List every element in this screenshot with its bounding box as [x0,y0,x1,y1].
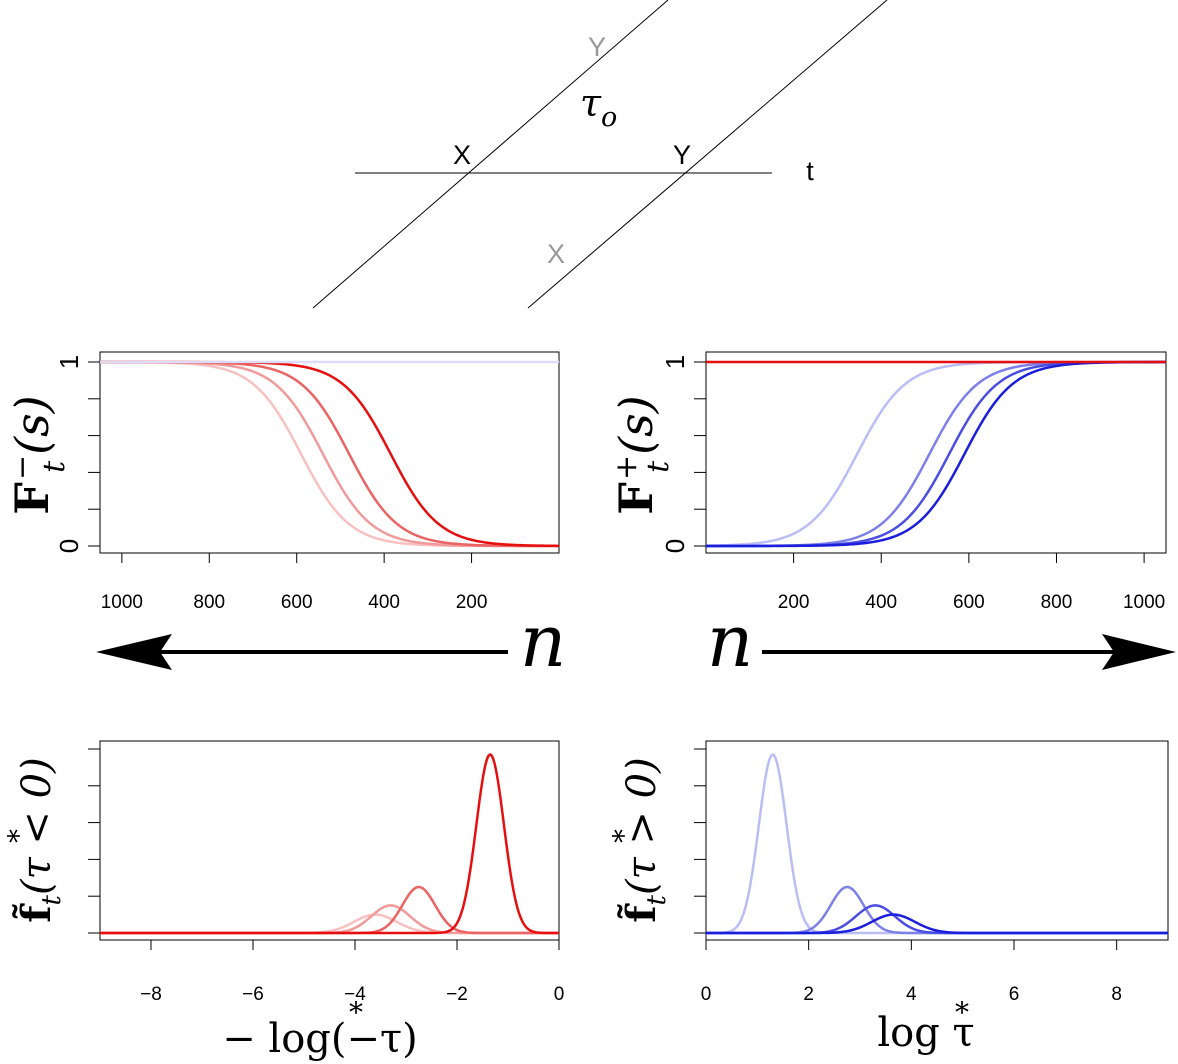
series-line-2 [100,885,559,935]
svg-text:*: * [2,829,35,843]
xlabel-density-positive: log τ * [877,996,974,1056]
series-line-1 [706,360,1166,548]
x-tick-label: −4 [344,984,366,1005]
svg-text:− log(−τ): − log(−τ) [222,1016,418,1062]
y-tick-label: 0 [660,539,690,553]
plot-frame [705,351,1167,554]
svg-text:*: * [607,829,640,843]
x-tick-label: 4 [906,984,917,1005]
series-line-1 [100,360,559,548]
svg-text:*: * [349,996,363,1029]
arrow-right-label: n [707,599,753,683]
x-tick-label: 1000 [1123,592,1165,613]
svg-text:f̃t(τ < 0): f̃t(τ < 0) [13,757,67,922]
x-tick-label: 8 [1111,984,1122,1005]
y-tick-label: 0 [54,539,84,553]
series-line-0 [100,913,559,935]
label-tau-o: τo [580,81,617,133]
series-line-2 [706,360,1166,548]
xlabel-density-negative: − log(−τ) * [222,996,418,1062]
x-tick-label: 6 [1009,984,1020,1005]
x-tick-label: −6 [242,984,264,1005]
y-tick-label: 1 [54,355,84,369]
x-tick-label: 800 [1041,592,1073,613]
series-line-3 [706,360,1167,548]
series-line-3 [100,360,560,548]
label-x-lower: X [547,239,565,269]
label-y-top: Y [673,140,691,170]
ylabel-f-minus: F−t(s) [5,395,72,514]
panel-density-positive: 0 2 4 6 8 [694,740,1169,1005]
series-line-3 [706,913,1168,935]
x-tick-label: 200 [456,592,488,613]
x-tick-label: 1000 [101,592,143,613]
series-line-2 [706,904,1168,935]
svg-text:log τ: log τ [877,1010,974,1056]
label-y-upper: Y [588,32,606,62]
arrow-left: n [96,599,566,683]
x-tick-label: −8 [140,984,162,1005]
arrow-right: n [707,599,1176,683]
x-tick-label: 400 [865,592,897,613]
series-line-2 [100,360,559,548]
plot-frame [99,351,560,554]
panel-f-plus: 0 1 200 400 600 800 1000 [660,351,1167,613]
ylabel-density-positive: f̃t(τ > 0) * [607,757,672,922]
panel-f-minus: 0 1 1000 800 600 400 200 [54,351,560,613]
x-tick-label: 0 [554,984,565,1005]
y-tick-label: 1 [660,355,690,369]
x-tick-label: 0 [701,984,712,1005]
ylabel-density-negative: f̃t(τ < 0) * [2,757,67,922]
series-line-0 [706,753,1168,935]
series-line-0 [705,360,1166,547]
right-diagonal-line [527,0,888,309]
plot-frame [705,740,1169,941]
x-tick-label: 800 [193,592,225,613]
arrow-left-label: n [520,599,566,683]
panel-density-negative: −8 −6 −4 −2 0 [88,740,565,1005]
label-x-top: X [453,140,471,170]
x-tick-label: 200 [778,592,810,613]
svg-text:f̃t(τ > 0): f̃t(τ > 0) [618,757,672,922]
series-line-1 [100,904,559,935]
spacetime-diagram: Y τo X Y t X [312,0,888,309]
series-line-1 [706,885,1168,935]
left-diagonal-line [312,0,669,309]
plot-frame [99,740,560,941]
ylabel-f-plus: F+t(s) [609,395,676,514]
label-t: t [806,156,814,186]
series-line-3 [100,752,559,935]
x-tick-label: 2 [803,984,814,1005]
x-tick-label: 600 [281,592,313,613]
svg-text:*: * [955,996,969,1029]
x-tick-label: 400 [368,592,400,613]
series-line-0 [99,360,559,548]
x-tick-label: −2 [446,984,468,1005]
x-tick-label: 600 [953,592,985,613]
